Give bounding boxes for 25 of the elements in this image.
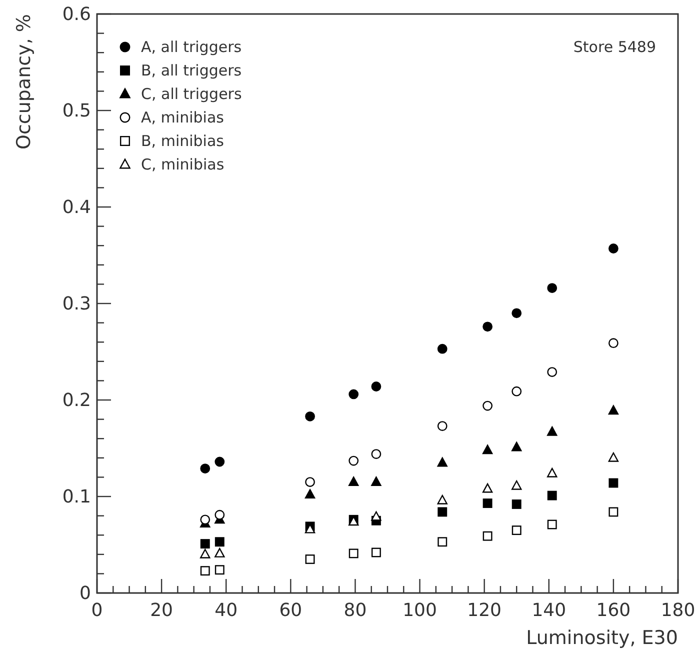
legend-label: A, all triggers: [141, 38, 242, 56]
annotation: Store 5489: [573, 38, 656, 56]
y-tick-label: 0.6: [62, 4, 91, 25]
x-tick-label: 120: [467, 600, 502, 621]
y-tick-label: 0.1: [62, 486, 91, 508]
x-tick-label: 40: [214, 600, 238, 621]
y-axis-title: Occupancy, %: [13, 14, 35, 150]
x-tick-label: 100: [402, 600, 437, 621]
legend-label: C, all triggers: [141, 85, 242, 103]
x-tick-label: 80: [344, 600, 367, 621]
y-tick-label: 0.4: [62, 197, 91, 218]
y-tick-label: 0.2: [62, 390, 91, 411]
y-tick-label: 0.3: [62, 294, 91, 314]
x-tick-label: 20: [150, 600, 174, 621]
x-axis-title: Luminosity, E30: [526, 627, 678, 649]
x-tick-label: 140: [532, 600, 566, 621]
y-tick-label: 0: [80, 583, 91, 604]
legend-label: B, minibias: [141, 132, 224, 150]
x-tick-label: 60: [279, 600, 302, 621]
y-tick-label: 0.5: [62, 100, 91, 122]
legend-label: B, all triggers: [141, 62, 242, 80]
x-tick-label: 180: [660, 600, 696, 621]
x-tick-label: 160: [596, 600, 631, 621]
legend-label: C, minibias: [141, 156, 224, 174]
legend-label: A, minibias: [141, 108, 224, 126]
